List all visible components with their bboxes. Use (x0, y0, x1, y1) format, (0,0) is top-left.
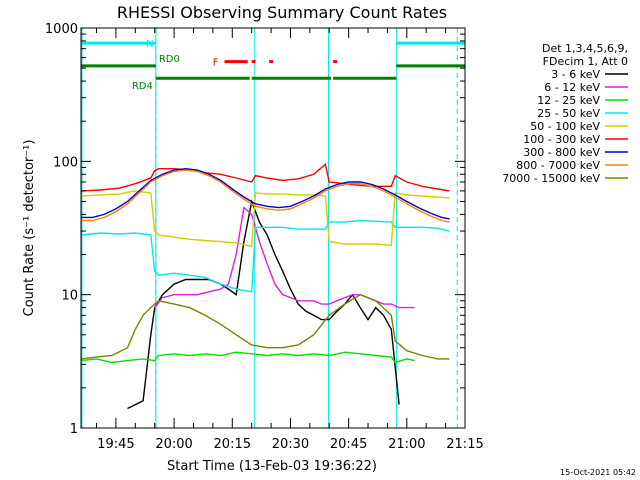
series-layer (80, 163, 450, 410)
legend-header-line: FDecim 1, Att 0 (543, 55, 628, 68)
legend-header-line: Det 1,3,4,5,6,9, (542, 42, 628, 55)
flag-label-rd4: RD4 (132, 81, 153, 92)
legend-entry-label: 3 - 6 keV (551, 68, 600, 81)
x-tick-label: 19:45 (97, 437, 134, 452)
x-tick-label: 20:00 (155, 437, 192, 452)
series-line-3 (80, 351, 415, 364)
plot-frame (80, 27, 466, 429)
chart-title: RHESSI Observing Summary Count Rates (117, 3, 447, 22)
legend-entry-label: 100 - 300 keV (523, 133, 600, 146)
x-tick-label: 21:00 (388, 437, 425, 452)
y-axis-label: Count Rate (s⁻¹ detector⁻¹) (22, 140, 37, 317)
x-tick-label: 20:45 (330, 437, 367, 452)
legend-entry-label: 300 - 800 keV (523, 146, 600, 159)
legend-entry-label: 6 - 12 keV (544, 81, 600, 94)
x-tick-label: 21:15 (446, 437, 483, 452)
flag-layer: N F RD0 RD4 (81, 39, 465, 92)
legend-entry-label: 12 - 25 keV (537, 94, 600, 107)
y-tick-label: 100 (53, 155, 78, 170)
series-line-7 (81, 167, 450, 220)
series-line-1 (127, 198, 400, 410)
y-tick-label: 1000 (45, 22, 78, 37)
flag-label-rd0: RD0 (159, 54, 180, 65)
legend-entry-label: 50 - 100 keV (530, 120, 600, 133)
series-line-5 (80, 190, 450, 248)
flag-label-f: F (213, 58, 219, 69)
y-tick-label: 1 (70, 422, 78, 437)
axis-layer: 1 10 100 1000 19:45 20:00 20:15 20:30 20:45 21:00… (45, 22, 484, 452)
x-tick-label: 20:15 (214, 437, 251, 452)
flag-label-n: N (146, 39, 153, 50)
legend-entry-label: 7000 - 15000 keV (502, 172, 600, 185)
legend-entry-label: 25 - 50 keV (537, 107, 600, 120)
x-axis-label: Start Time (13-Feb-03 19:36:22) (167, 459, 377, 474)
legend-entry-label: 800 - 7000 keV (516, 159, 600, 172)
series-line-2 (154, 206, 415, 309)
y-tick-label: 10 (61, 289, 78, 304)
series-line-6 (80, 163, 450, 192)
legend: Det 1,3,4,5,6,9,FDecim 1, Att 03 - 6 keV… (502, 42, 628, 185)
series-line-9 (80, 293, 450, 360)
series-line-8 (81, 169, 450, 223)
x-tick-label: 20:30 (272, 437, 309, 452)
footer-date: 15-Oct-2021 05:42 (560, 468, 636, 477)
